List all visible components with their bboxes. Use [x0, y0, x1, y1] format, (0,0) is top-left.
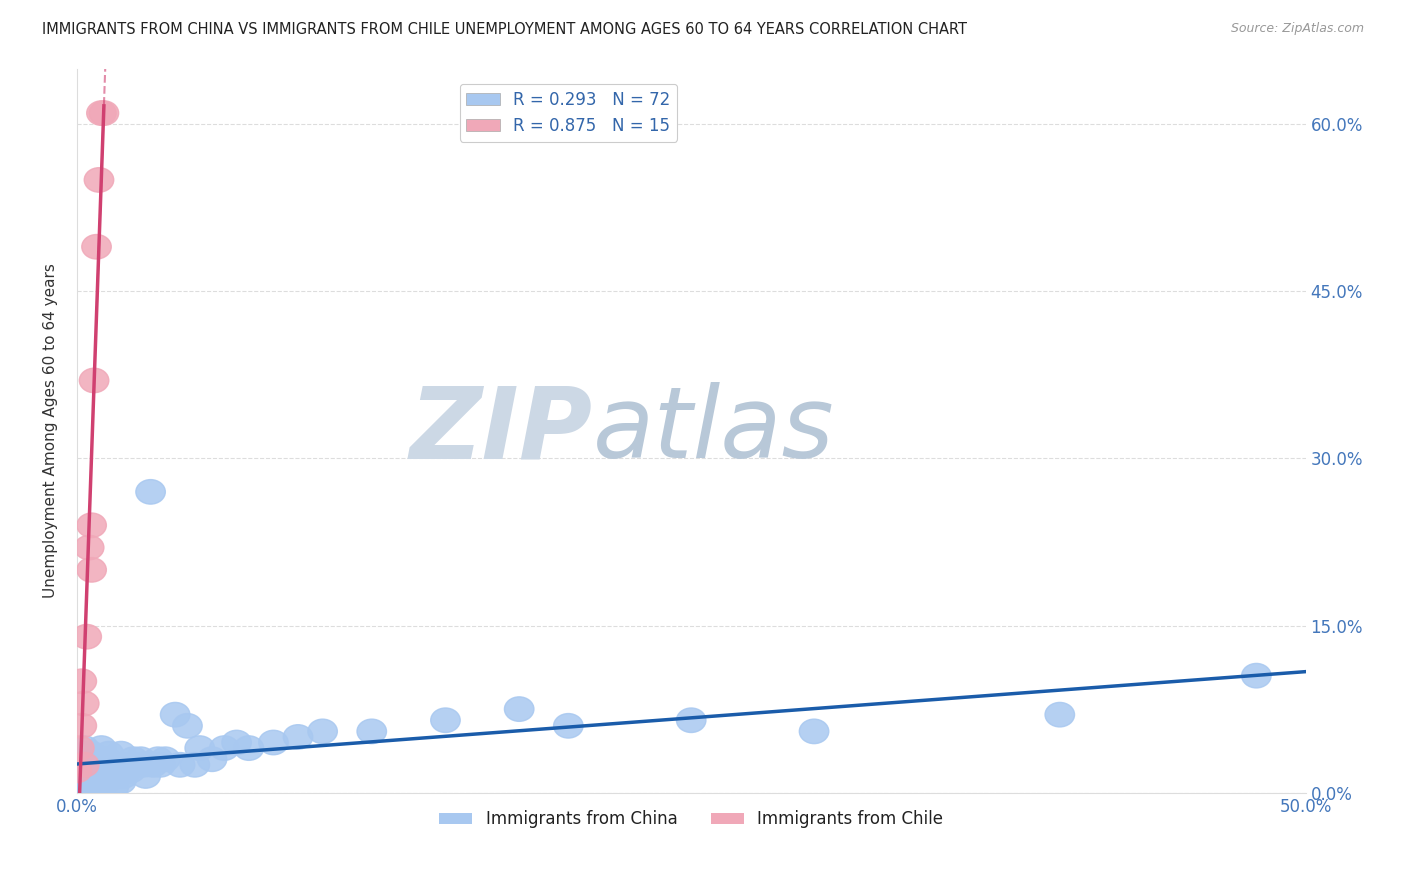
Ellipse shape — [146, 753, 176, 777]
Ellipse shape — [67, 747, 97, 772]
Ellipse shape — [357, 719, 387, 744]
Ellipse shape — [800, 719, 828, 744]
Ellipse shape — [77, 775, 107, 799]
Ellipse shape — [186, 736, 215, 760]
Ellipse shape — [138, 753, 167, 777]
Ellipse shape — [67, 714, 97, 738]
Ellipse shape — [235, 736, 263, 760]
Ellipse shape — [150, 747, 180, 772]
Ellipse shape — [84, 747, 114, 772]
Ellipse shape — [77, 741, 107, 766]
Ellipse shape — [128, 753, 157, 777]
Ellipse shape — [69, 753, 98, 777]
Ellipse shape — [77, 558, 107, 582]
Ellipse shape — [79, 764, 108, 789]
Ellipse shape — [104, 753, 134, 777]
Ellipse shape — [72, 741, 101, 766]
Ellipse shape — [82, 235, 111, 259]
Ellipse shape — [124, 753, 153, 777]
Ellipse shape — [111, 758, 141, 782]
Ellipse shape — [89, 101, 118, 126]
Ellipse shape — [94, 764, 124, 789]
Ellipse shape — [69, 736, 98, 760]
Ellipse shape — [72, 775, 101, 799]
Ellipse shape — [554, 714, 583, 738]
Ellipse shape — [77, 758, 107, 782]
Ellipse shape — [84, 168, 114, 192]
Ellipse shape — [131, 764, 160, 789]
Ellipse shape — [107, 741, 136, 766]
Ellipse shape — [69, 753, 98, 777]
Ellipse shape — [75, 535, 104, 560]
Ellipse shape — [117, 758, 146, 782]
Ellipse shape — [69, 691, 98, 715]
Ellipse shape — [118, 747, 148, 772]
Ellipse shape — [89, 753, 118, 777]
Ellipse shape — [114, 753, 143, 777]
Ellipse shape — [91, 769, 121, 794]
Ellipse shape — [79, 747, 108, 772]
Ellipse shape — [98, 753, 128, 777]
Ellipse shape — [107, 769, 136, 794]
Ellipse shape — [1045, 702, 1074, 727]
Ellipse shape — [108, 764, 138, 789]
Ellipse shape — [84, 769, 114, 794]
Ellipse shape — [430, 708, 460, 732]
Ellipse shape — [197, 747, 226, 772]
Ellipse shape — [62, 758, 91, 782]
Ellipse shape — [65, 736, 94, 760]
Ellipse shape — [1241, 664, 1271, 688]
Ellipse shape — [67, 775, 97, 799]
Ellipse shape — [283, 724, 312, 749]
Ellipse shape — [166, 753, 195, 777]
Ellipse shape — [505, 697, 534, 722]
Ellipse shape — [79, 775, 108, 799]
Ellipse shape — [127, 747, 156, 772]
Ellipse shape — [75, 753, 104, 777]
Ellipse shape — [173, 714, 202, 738]
Ellipse shape — [75, 764, 104, 789]
Ellipse shape — [65, 758, 94, 782]
Ellipse shape — [87, 736, 117, 760]
Ellipse shape — [308, 719, 337, 744]
Ellipse shape — [87, 101, 117, 126]
Ellipse shape — [69, 769, 98, 794]
Ellipse shape — [87, 758, 117, 782]
Text: atlas: atlas — [593, 382, 835, 479]
Legend: Immigrants from China, Immigrants from Chile: Immigrants from China, Immigrants from C… — [432, 804, 950, 835]
Ellipse shape — [136, 480, 166, 504]
Ellipse shape — [209, 736, 239, 760]
Ellipse shape — [101, 758, 131, 782]
Ellipse shape — [180, 753, 209, 777]
Ellipse shape — [160, 702, 190, 727]
Text: Source: ZipAtlas.com: Source: ZipAtlas.com — [1230, 22, 1364, 36]
Ellipse shape — [97, 758, 127, 782]
Ellipse shape — [82, 769, 111, 794]
Ellipse shape — [75, 741, 104, 766]
Ellipse shape — [72, 624, 101, 649]
Ellipse shape — [91, 747, 121, 772]
Ellipse shape — [94, 741, 124, 766]
Ellipse shape — [143, 747, 173, 772]
Ellipse shape — [75, 775, 104, 799]
Ellipse shape — [77, 513, 107, 538]
Ellipse shape — [98, 775, 128, 799]
Ellipse shape — [222, 731, 252, 755]
Ellipse shape — [676, 708, 706, 732]
Y-axis label: Unemployment Among Ages 60 to 64 years: Unemployment Among Ages 60 to 64 years — [44, 263, 58, 598]
Ellipse shape — [82, 753, 111, 777]
Ellipse shape — [259, 731, 288, 755]
Ellipse shape — [79, 368, 108, 392]
Text: ZIP: ZIP — [411, 382, 593, 479]
Ellipse shape — [87, 775, 117, 799]
Text: IMMIGRANTS FROM CHINA VS IMMIGRANTS FROM CHILE UNEMPLOYMENT AMONG AGES 60 TO 64 : IMMIGRANTS FROM CHINA VS IMMIGRANTS FROM… — [42, 22, 967, 37]
Ellipse shape — [67, 669, 97, 693]
Ellipse shape — [72, 758, 101, 782]
